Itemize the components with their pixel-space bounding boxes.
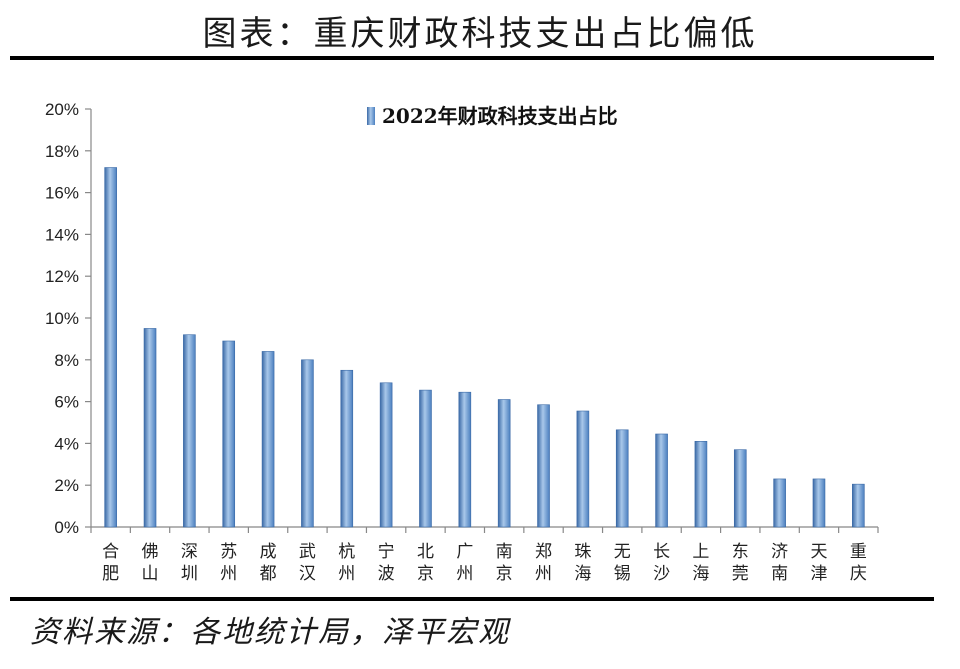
x-category-label: 庆 [850, 564, 867, 584]
footer-divider [10, 597, 934, 601]
bar-14 [615, 429, 629, 528]
y-tick-label: 0% [54, 518, 79, 537]
x-category-label: 山 [142, 564, 159, 584]
x-category-label: 津 [810, 564, 827, 584]
x-category-label: 合 [102, 542, 119, 562]
bar-12 [537, 404, 550, 528]
y-tick-label: 18% [45, 142, 79, 161]
bar-7 [340, 369, 354, 528]
bar-chart: 0%2%4%6%8%10%12%14%16%18%20% 合肥佛山深圳苏州成都武… [45, 100, 879, 584]
x-category-label: 莞 [732, 564, 749, 584]
bar-10 [458, 391, 472, 528]
x-category-label: 无 [614, 542, 631, 562]
x-category-label: 杭 [338, 542, 355, 562]
x-category-label: 苏 [220, 542, 237, 562]
x-category-label: 肥 [102, 564, 119, 584]
x-category-label: 重 [850, 542, 867, 562]
bar-5 [261, 351, 275, 528]
y-tick-label: 8% [54, 351, 79, 370]
bar-9 [419, 389, 432, 528]
x-category-label: 圳 [181, 564, 198, 584]
x-category-label: 珠 [574, 542, 591, 562]
x-category-label: 州 [220, 564, 237, 584]
x-category-label: 京 [417, 564, 434, 584]
x-category-label: 成 [260, 542, 277, 562]
x-category-label: 东 [732, 542, 749, 562]
bar-17 [733, 449, 747, 528]
x-category-label: 广 [456, 542, 473, 562]
bar-4 [222, 340, 236, 528]
bar-11 [497, 399, 511, 528]
legend-label: 2022年财政科技支出占比 [382, 104, 618, 128]
x-category-label: 郑 [535, 542, 552, 562]
bar-13 [576, 410, 590, 528]
x-category-label: 海 [574, 564, 591, 584]
y-tick-label: 16% [45, 184, 79, 203]
x-category-label: 长 [653, 542, 670, 562]
x-category-label: 天 [810, 542, 827, 562]
bar-1 [104, 167, 117, 528]
x-category-label: 州 [338, 564, 355, 584]
x-category-label: 济 [771, 542, 788, 562]
x-category-label: 汉 [299, 564, 316, 584]
x-category-label: 南 [496, 542, 513, 562]
legend-swatch [367, 107, 375, 125]
bar-2 [143, 328, 157, 528]
bar-15 [655, 433, 668, 528]
y-axis: 0% 2% 4% 6% 8% 10% 12% 14% 16% 18% 20% [45, 100, 92, 537]
x-category-label: 锡 [614, 564, 631, 584]
bar-8 [379, 382, 393, 528]
x-category-label: 州 [456, 564, 473, 584]
x-category-label: 南 [771, 564, 788, 584]
x-category-label: 上 [692, 542, 709, 562]
x-category-label: 佛 [142, 542, 159, 562]
y-tick-label: 10% [45, 309, 79, 328]
x-category-label: 宁 [378, 542, 395, 562]
legend: 2022年财政科技支出占比 [367, 104, 618, 128]
y-tick-label: 20% [45, 100, 79, 119]
y-tick-label: 4% [54, 434, 79, 453]
bar-3 [183, 334, 196, 528]
bars [104, 167, 865, 528]
y-tick-label: 6% [54, 393, 79, 412]
x-category-label: 州 [535, 564, 552, 584]
bar-20 [852, 483, 865, 528]
x-category-label: 沙 [653, 564, 670, 584]
bar-6 [301, 359, 314, 528]
x-category-label: 武 [299, 542, 316, 562]
bar-18 [773, 478, 786, 528]
title-divider [10, 56, 934, 60]
x-category-label: 都 [260, 564, 277, 584]
x-axis [90, 526, 879, 533]
y-tick-label: 14% [45, 225, 79, 244]
x-category-label: 京 [496, 564, 513, 584]
page-title: 图表：重庆财政科技支出占比偏低 [202, 14, 758, 54]
y-tick-label: 12% [45, 267, 79, 286]
y-tick-label: 2% [54, 476, 79, 495]
x-category-label: 波 [378, 564, 395, 584]
x-category-label: 深 [181, 542, 198, 562]
source-note: 资料来源：各地统计局，泽平宏观 [30, 615, 510, 650]
x-category-label: 海 [692, 564, 709, 584]
bar-19 [812, 478, 826, 528]
bar-16 [694, 441, 708, 528]
x-category-label: 北 [417, 542, 434, 562]
